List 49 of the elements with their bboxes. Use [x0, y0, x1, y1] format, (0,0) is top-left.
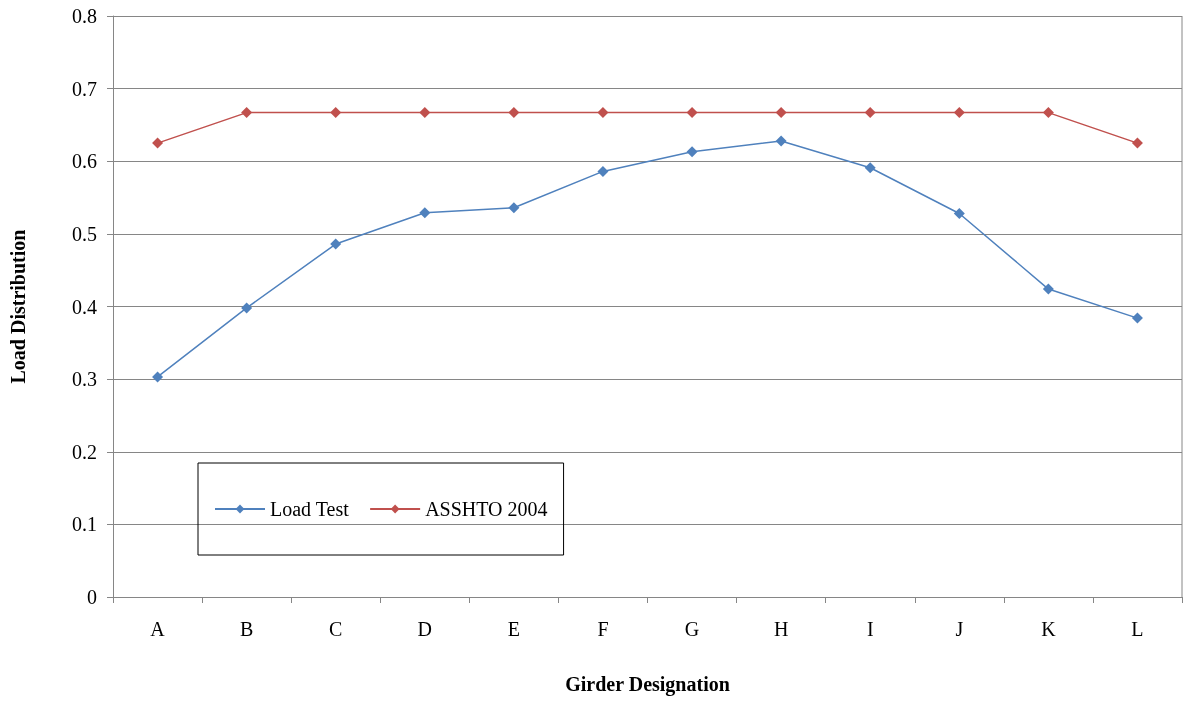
legend-label: Load Test [270, 498, 350, 520]
point [330, 107, 342, 119]
point [1042, 107, 1054, 119]
y-tick-label: 0.1 [72, 513, 97, 536]
y-tick-label: 0.3 [72, 368, 97, 391]
point [686, 107, 698, 119]
x-tick-label: G [684, 618, 700, 640]
x-tick-label: D [417, 618, 433, 640]
x-tick-label: B [239, 618, 254, 640]
y-tick-label: 0.6 [72, 150, 97, 173]
y-tick-label: 0.7 [72, 77, 97, 100]
y-axis-title: Load Distribution [7, 229, 29, 384]
point [864, 162, 876, 174]
y-tick-label: 0.8 [72, 5, 97, 27]
point [775, 135, 787, 147]
point [597, 107, 609, 119]
y-tick-label: 0.2 [72, 440, 97, 463]
point [864, 107, 876, 119]
y-tick-label: 0.4 [72, 295, 97, 318]
legend-label: ASSHTO 2004 [425, 498, 548, 520]
point [686, 146, 698, 158]
x-axis-title: Girder Designation [565, 673, 730, 696]
x-tick-label: H [773, 618, 789, 640]
point [419, 107, 431, 119]
point [1131, 312, 1143, 324]
point [775, 107, 787, 119]
point [953, 107, 965, 119]
x-tick-label: K [1041, 618, 1057, 640]
point [241, 302, 253, 314]
x-tick-label: A [150, 618, 166, 640]
x-tick-label: L [1131, 618, 1144, 640]
point [597, 165, 609, 177]
y-tick-label: 0 [87, 586, 97, 608]
x-tick-label: J [955, 618, 964, 640]
x-tick-label: I [866, 618, 874, 640]
point [508, 107, 520, 119]
point [152, 371, 164, 383]
point [1042, 283, 1054, 295]
x-tick-label: F [597, 618, 609, 640]
point [241, 107, 253, 119]
point [953, 208, 965, 220]
point [1131, 137, 1143, 149]
point [152, 137, 164, 149]
point [419, 207, 431, 219]
point [330, 238, 342, 250]
point [508, 202, 520, 214]
y-tick-label: 0.5 [72, 222, 97, 245]
x-tick-label: E [507, 618, 520, 640]
x-tick-label: C [329, 618, 343, 640]
